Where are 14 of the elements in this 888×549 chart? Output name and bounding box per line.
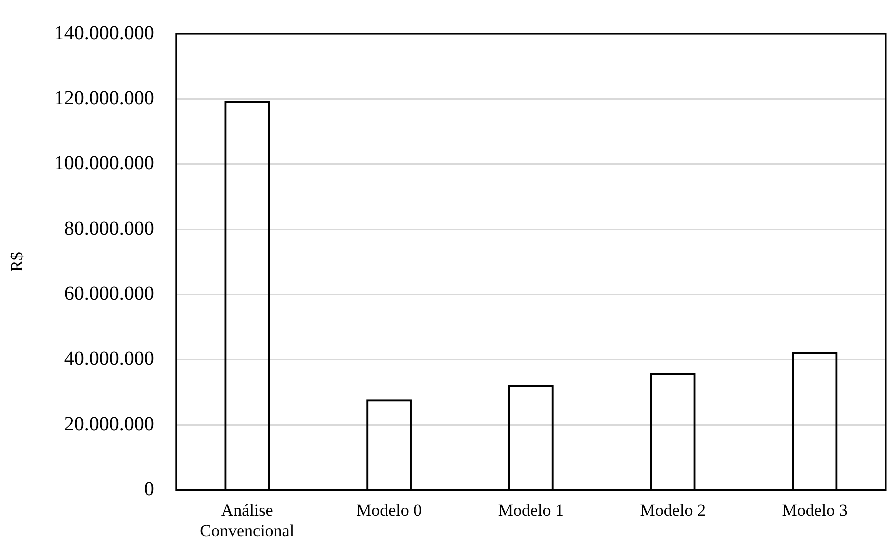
x-tick-label: Modelo 3 — [782, 500, 848, 520]
y-tick-label: 120.000.000 — [54, 87, 154, 110]
y-tick-label: 80.000.000 — [64, 218, 154, 240]
y-tick-label: 100.000.000 — [54, 152, 154, 175]
y-axis-title: R$ — [8, 252, 27, 272]
y-tick-label: 40.000.000 — [64, 348, 154, 370]
x-tick-label: Modelo 2 — [640, 500, 706, 520]
x-tick-label: Análise Convencional — [200, 500, 295, 540]
x-tick-label: Modelo 0 — [356, 500, 422, 520]
y-tick-label: 60.000.000 — [64, 282, 154, 305]
y-tick-label: 20.000.000 — [64, 413, 154, 436]
y-tick-label: 140.000.000 — [54, 22, 154, 44]
x-tick-label: Modelo 1 — [498, 500, 564, 520]
y-tick-label: 0 — [144, 478, 154, 500]
